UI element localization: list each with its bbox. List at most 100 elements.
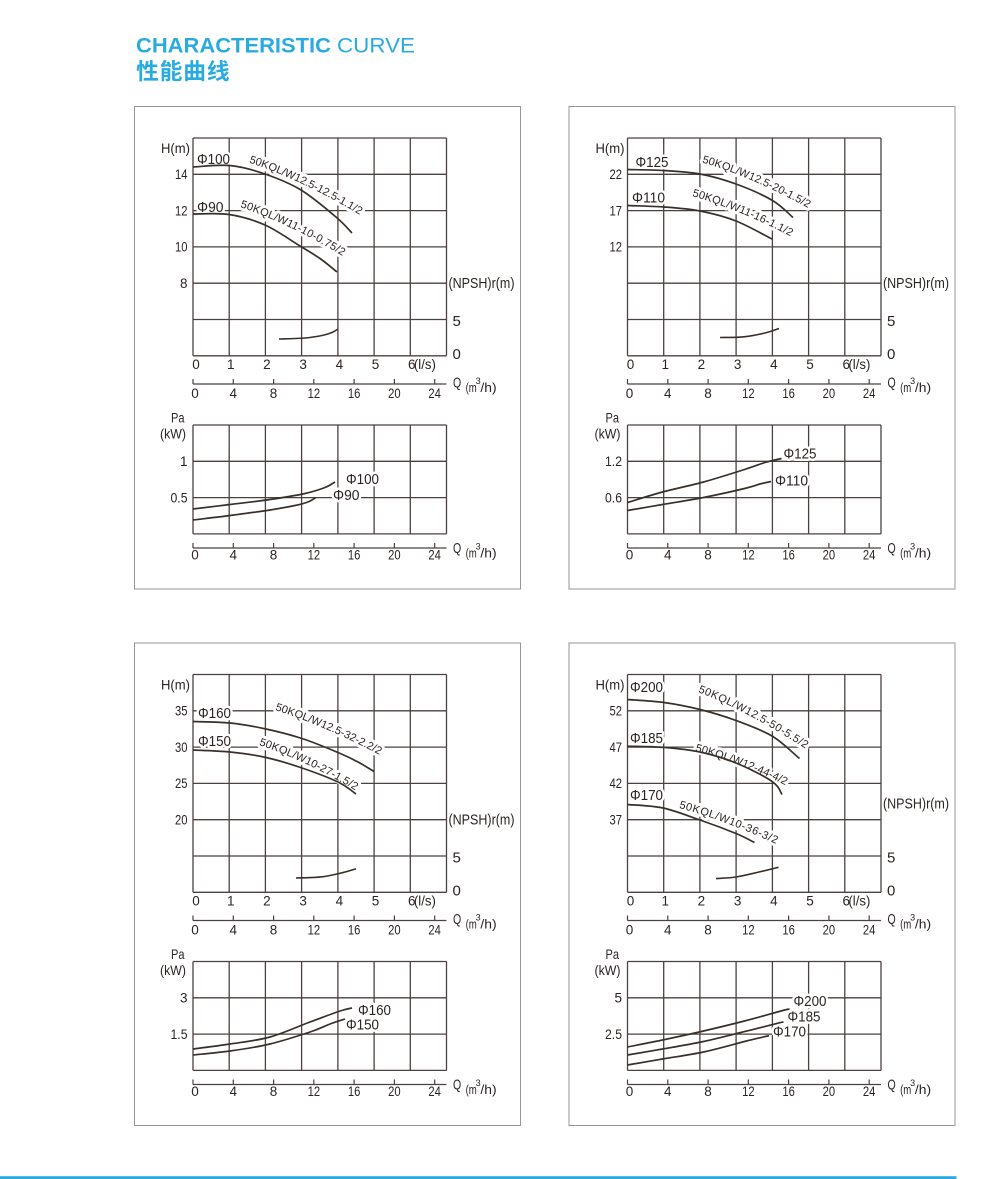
svg-text:25: 25	[175, 776, 188, 791]
svg-text:24: 24	[863, 1084, 876, 1099]
svg-text:35: 35	[175, 704, 188, 719]
svg-text:12: 12	[610, 240, 623, 255]
svg-text:Q: Q	[453, 375, 461, 392]
svg-text:(m: (m	[900, 1082, 911, 1097]
svg-text:6: 6	[843, 893, 851, 908]
svg-text:H(m): H(m)	[596, 677, 625, 693]
svg-text:Q: Q	[887, 375, 895, 392]
svg-text:(m: (m	[466, 546, 477, 561]
svg-text:/h): /h)	[915, 380, 931, 395]
svg-text:Φ90: Φ90	[197, 200, 224, 216]
svg-text:12: 12	[308, 923, 321, 938]
svg-text:3: 3	[910, 376, 915, 386]
svg-text:0: 0	[191, 548, 199, 563]
svg-text:0: 0	[626, 1084, 634, 1099]
svg-text:42: 42	[610, 776, 623, 791]
svg-text:4: 4	[230, 386, 238, 401]
svg-text:(kW): (kW)	[160, 962, 186, 978]
svg-text:(l/s): (l/s)	[414, 892, 436, 908]
svg-text:8: 8	[180, 276, 188, 291]
svg-text:20: 20	[388, 386, 401, 401]
svg-text:16: 16	[348, 548, 361, 563]
svg-text:5: 5	[806, 357, 814, 372]
svg-text:(m: (m	[900, 380, 911, 395]
svg-text:10: 10	[175, 240, 188, 255]
svg-text:8: 8	[270, 1084, 278, 1099]
svg-text:3: 3	[910, 1078, 915, 1088]
svg-text:20: 20	[175, 813, 188, 828]
svg-text:6: 6	[843, 357, 851, 372]
svg-text:22: 22	[610, 167, 623, 182]
svg-text:Pa: Pa	[171, 410, 185, 426]
svg-text:1: 1	[180, 454, 188, 469]
svg-text:Φ200: Φ200	[630, 680, 663, 696]
svg-text:Q: Q	[887, 911, 895, 928]
svg-text:CURVE: CURVE	[337, 34, 415, 58]
svg-text:1: 1	[661, 357, 669, 372]
svg-text:5: 5	[452, 850, 460, 867]
svg-text:47: 47	[610, 740, 623, 755]
svg-text:3: 3	[476, 541, 481, 551]
svg-text:4: 4	[664, 1084, 672, 1099]
svg-text:10: 10	[175, 240, 188, 255]
svg-text:8: 8	[704, 923, 712, 938]
svg-text:5: 5	[614, 991, 622, 1006]
svg-text:16: 16	[782, 1084, 795, 1099]
svg-text:0.5: 0.5	[171, 490, 188, 505]
svg-text:0: 0	[626, 548, 634, 563]
svg-text:12: 12	[742, 548, 755, 563]
svg-text:Φ160: Φ160	[358, 1003, 391, 1019]
svg-text:/h): /h)	[480, 380, 496, 395]
svg-text:/h): /h)	[915, 546, 931, 561]
svg-text:Φ100: Φ100	[197, 152, 230, 168]
svg-text:(m: (m	[466, 917, 477, 932]
svg-text:2: 2	[698, 357, 706, 372]
svg-text:8: 8	[270, 923, 278, 938]
svg-text:4: 4	[336, 357, 344, 372]
svg-text:30: 30	[175, 740, 188, 755]
svg-text:5: 5	[452, 313, 460, 330]
svg-text:12: 12	[308, 1084, 321, 1099]
svg-text:8: 8	[270, 386, 278, 401]
svg-text:(NPSH)r(m): (NPSH)r(m)	[448, 812, 514, 829]
svg-text:8: 8	[704, 1084, 712, 1099]
svg-text:Q: Q	[453, 1077, 461, 1094]
svg-text:12: 12	[742, 923, 755, 938]
svg-text:24: 24	[428, 386, 441, 401]
svg-text:H(m): H(m)	[161, 140, 190, 156]
svg-text:(kW): (kW)	[595, 962, 621, 978]
svg-text:Φ150: Φ150	[346, 1018, 379, 1034]
svg-text:12: 12	[308, 386, 321, 401]
svg-text:Φ150: Φ150	[346, 1018, 379, 1034]
svg-text:4: 4	[230, 548, 238, 563]
svg-text:3: 3	[476, 376, 481, 386]
svg-text:CHARACTERISTIC: CHARACTERISTIC	[136, 34, 331, 58]
svg-text:20: 20	[388, 548, 401, 563]
svg-text:Φ185: Φ185	[630, 731, 663, 747]
svg-text:Φ125: Φ125	[784, 447, 817, 463]
svg-text:2: 2	[698, 893, 706, 908]
svg-text:Φ150: Φ150	[198, 734, 231, 750]
svg-text:5: 5	[887, 850, 895, 867]
svg-text:(m: (m	[466, 380, 477, 395]
svg-text:4: 4	[230, 923, 238, 938]
svg-text:4: 4	[336, 893, 344, 908]
svg-text:6: 6	[408, 893, 416, 908]
svg-text:3: 3	[910, 541, 915, 551]
svg-text:3: 3	[476, 1078, 481, 1088]
svg-text:12: 12	[742, 386, 755, 401]
svg-text:(l/s): (l/s)	[414, 356, 436, 372]
svg-text:16: 16	[782, 548, 795, 563]
svg-text:2.5: 2.5	[605, 1027, 622, 1042]
svg-text:Φ125: Φ125	[636, 155, 669, 171]
svg-text:20: 20	[175, 813, 188, 828]
svg-text:17: 17	[610, 203, 623, 218]
svg-text:30: 30	[175, 740, 188, 755]
svg-text:Φ170: Φ170	[630, 788, 663, 804]
svg-text:1: 1	[227, 357, 235, 372]
svg-text:47: 47	[610, 740, 623, 755]
svg-text:Φ170: Φ170	[630, 788, 663, 804]
svg-text:0: 0	[627, 893, 635, 908]
svg-text:/h): /h)	[480, 546, 496, 561]
svg-text:52: 52	[610, 704, 623, 719]
